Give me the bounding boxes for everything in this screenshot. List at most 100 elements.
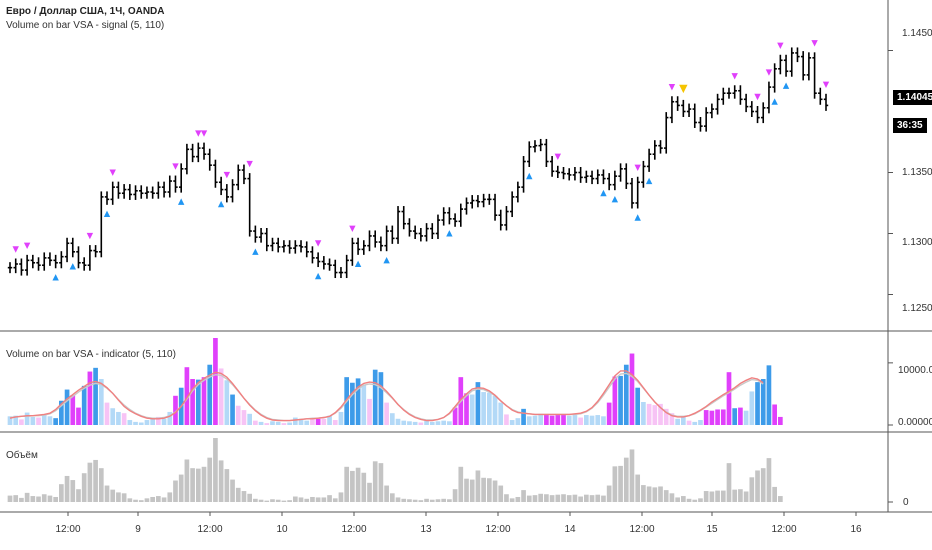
ohlc-bar <box>584 170 589 183</box>
volume-bar <box>498 485 504 502</box>
volume-bar <box>452 489 458 502</box>
volume-bar <box>298 497 304 502</box>
vsa-bar <box>235 405 241 425</box>
ohlc-bar <box>755 106 760 124</box>
vsa-bar <box>53 418 58 425</box>
ohlc-bar <box>538 138 543 152</box>
vsa-bar <box>760 379 766 425</box>
time-tick-label: 12:00 <box>485 524 511 535</box>
ohlc-bar <box>218 176 224 196</box>
ohlc-bar <box>498 209 503 231</box>
vsa-bar <box>623 364 629 425</box>
ohlc-bar <box>224 184 230 203</box>
vsa-bar <box>76 407 81 425</box>
volume-bar <box>486 478 492 502</box>
ohlc-bar <box>236 164 241 191</box>
signal-up-marker <box>52 274 59 281</box>
ohlc-bar <box>401 206 406 230</box>
ohlc-bar <box>435 214 441 239</box>
volume-bar <box>578 496 583 502</box>
volume-bar <box>709 491 715 502</box>
signal-down-marker <box>109 169 116 176</box>
vsa-bar <box>578 417 583 425</box>
volume-bar <box>213 438 218 502</box>
volume-bar <box>338 492 344 502</box>
signal-up-marker <box>771 98 778 105</box>
vsa-bar <box>304 420 310 425</box>
vsa-bar <box>241 410 247 425</box>
vsa-indicator-label[interactable]: Volume on bar VSA - indicator (5, 110) <box>6 349 176 360</box>
vsa-bar <box>384 402 389 425</box>
vsa-bar <box>104 402 110 425</box>
vsa-bar <box>549 415 555 425</box>
ohlc-bar <box>230 179 235 203</box>
volume-bar <box>332 498 338 502</box>
vsa-bar <box>544 414 549 425</box>
volume-bar <box>344 466 350 502</box>
time-axis-ticks <box>67 512 857 516</box>
time-tick-label: 12:00 <box>197 524 223 535</box>
vsa-bar <box>686 420 692 425</box>
ohlc-bar <box>247 173 252 237</box>
ohlc-bar <box>144 186 150 199</box>
signal-down-marker <box>777 42 784 49</box>
vsa-bar <box>30 416 36 425</box>
time-tick-label: 13 <box>420 524 432 535</box>
volume-bar <box>98 468 104 502</box>
vsa-bar <box>253 420 258 425</box>
vsa-bar <box>492 395 498 425</box>
vsa-bar <box>475 382 481 425</box>
ohlc-bar <box>606 173 612 191</box>
ohlc-bar <box>424 223 429 242</box>
ohlc-bar <box>304 241 309 258</box>
volume-bar <box>64 475 70 502</box>
vsa-bar <box>7 416 13 425</box>
vsa-bar <box>310 418 315 425</box>
vsa-bar <box>646 403 652 425</box>
price-axis-ticks <box>888 50 893 295</box>
ohlc-bar <box>652 140 658 160</box>
ohlc-bar <box>99 191 104 258</box>
ohlc-bar <box>823 93 829 111</box>
signal-down-marker <box>822 81 830 89</box>
vsa-bar <box>224 380 230 425</box>
signal-down-marker <box>223 171 231 179</box>
volume-bar <box>703 491 709 502</box>
volume-bar <box>270 499 275 502</box>
signal-indicator-label[interactable]: Volume on bar VSA - signal (5, 110) <box>6 20 165 31</box>
volume-bar <box>372 461 378 502</box>
ohlc-bar <box>333 259 338 279</box>
ohlc-bar <box>104 191 110 205</box>
vsa-bar <box>486 392 492 425</box>
volume-bar <box>544 494 549 502</box>
vsa-pane[interactable] <box>7 338 893 426</box>
ohlc-bar <box>201 142 207 160</box>
vsa-bar <box>190 379 195 425</box>
volume-bar <box>652 487 658 502</box>
signal-up-marker <box>69 263 76 270</box>
ohlc-bar <box>766 81 772 114</box>
vsa-bar <box>378 372 384 425</box>
volume-bar <box>686 498 692 502</box>
volume-indicator-label[interactable]: Объём <box>6 450 38 461</box>
volume-pane[interactable] <box>7 438 893 503</box>
vsa-bar <box>218 368 224 425</box>
ohlc-bar <box>532 140 538 153</box>
volume-bar <box>384 485 389 502</box>
ohlc-bar <box>24 254 30 276</box>
vsa-bar <box>264 423 270 425</box>
vsa-bar <box>87 371 93 425</box>
signal-up-marker <box>383 256 390 264</box>
vsa-bar <box>424 420 429 425</box>
ohlc-bar <box>664 112 669 154</box>
ohlc-bar <box>492 193 498 221</box>
price-pane[interactable] <box>7 40 893 295</box>
volume-bar <box>178 474 184 502</box>
volume-bar <box>389 493 395 502</box>
vsa-bar <box>213 338 218 425</box>
signal-up-marker <box>526 172 533 180</box>
ohlc-bar <box>509 191 515 218</box>
volume-bar <box>264 500 270 502</box>
volume-bar <box>612 466 618 502</box>
